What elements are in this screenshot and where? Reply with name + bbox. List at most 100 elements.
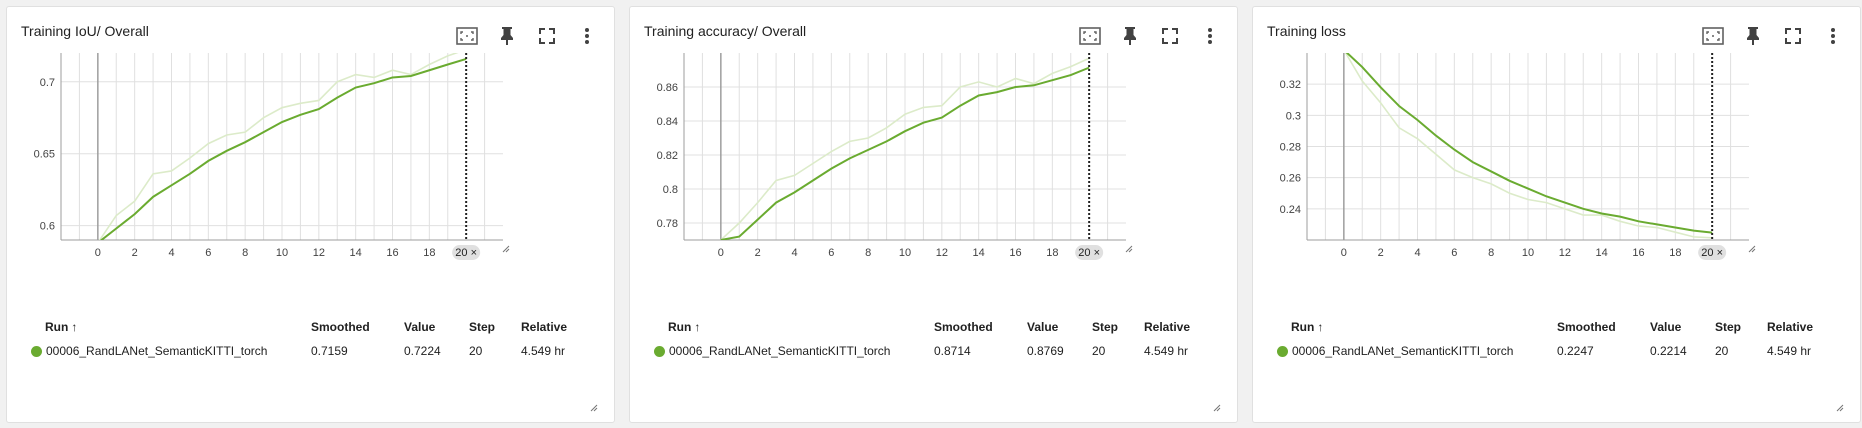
x-tick-label: 8 — [865, 247, 871, 259]
x-tick-label: 0 — [95, 247, 101, 259]
run-smoothed: 0.8714 — [934, 344, 971, 358]
pin-button[interactable] — [1736, 19, 1770, 53]
cursor-badge-bg — [1698, 245, 1727, 260]
run-color-dot — [1277, 346, 1288, 357]
fit-domain-button[interactable] — [450, 19, 484, 53]
x-tick-label: 4 — [168, 247, 174, 259]
more-options-button[interactable] — [1816, 19, 1850, 53]
step-cursor-badge: 20 × — [1075, 245, 1104, 260]
x-tick-label: 8 — [242, 247, 248, 259]
x-tick-label: 4 — [1414, 247, 1420, 259]
panel-iou: Training IoU/ Overall 0 2 4 6 8 10 12 14 16 18 0.6… — [6, 6, 615, 423]
y-tick-label: 0.24 — [1280, 204, 1301, 216]
header-run[interactable]: Run ↑ — [668, 320, 701, 334]
x-tick-label: 8 — [1488, 247, 1494, 259]
cursor-badge-label: 20 × — [1078, 247, 1100, 259]
line-chart[interactable]: 0 2 4 6 8 10 12 14 16 18 0.78 0.8 0.82 0.84 0.86 20 × — [630, 53, 1239, 313]
y-tick-label: 0.26 — [1280, 173, 1301, 185]
header-relative[interactable]: Relative — [1767, 320, 1814, 334]
header-value[interactable]: Value — [1027, 320, 1059, 334]
run-color-dot — [654, 346, 665, 357]
fullscreen-icon — [1785, 28, 1801, 44]
x-tick-label: 12 — [936, 247, 948, 259]
line-chart[interactable]: 0 2 4 6 8 10 12 14 16 18 0.24 0.26 0.28 0.3 0.32 20 × — [1253, 53, 1862, 313]
header-step[interactable]: Step — [1092, 320, 1119, 334]
x-tick-label: 10 — [276, 247, 288, 259]
run-name: 00006_RandLANet_SemanticKITTI_torch — [669, 344, 891, 358]
header-step[interactable]: Step — [1715, 320, 1742, 334]
more-options-button[interactable] — [570, 19, 604, 53]
smoothed-series-line — [720, 66, 1090, 240]
y-tick-label: 0.86 — [657, 82, 678, 94]
panel-title: Training loss — [1267, 23, 1346, 39]
x-tick-label: 12 — [1559, 247, 1571, 259]
run-name: 00006_RandLANet_SemanticKITTI_torch — [46, 344, 268, 358]
header-run[interactable]: Run ↑ — [1291, 320, 1324, 334]
panel-toolbar — [1073, 19, 1227, 53]
x-tick-label: 0 — [1341, 247, 1347, 259]
raw-series-line — [1344, 53, 1713, 239]
fullscreen-button[interactable] — [1776, 19, 1810, 53]
fullscreen-button[interactable] — [1153, 19, 1187, 53]
y-tick-label: 0.84 — [657, 116, 678, 128]
pin-icon — [1124, 27, 1136, 45]
line-chart[interactable]: 0 2 4 6 8 10 12 14 16 18 0.6 0.65 0.7 20 × — [7, 53, 616, 313]
header-relative[interactable]: Relative — [521, 320, 568, 334]
header-relative[interactable]: Relative — [1144, 320, 1191, 334]
x-tick-label: 18 — [1669, 247, 1681, 259]
resize-handle-icon[interactable] — [1834, 402, 1844, 412]
step-cursor-badge: 20 × — [452, 245, 481, 260]
more-vert-icon — [1831, 28, 1835, 44]
pin-icon — [501, 27, 513, 45]
raw-series-line — [98, 53, 459, 240]
x-tick-label: 18 — [423, 247, 435, 259]
header-value[interactable]: Value — [1650, 320, 1682, 334]
x-tick-label: 6 — [205, 247, 211, 259]
header-smoothed[interactable]: Smoothed — [311, 320, 370, 334]
run-relative: 4.549 hr — [1767, 344, 1812, 358]
panel-accuracy: Training accuracy/ Overall 0 2 4 6 8 10 12 14 16… — [629, 6, 1238, 423]
pin-button[interactable] — [490, 19, 524, 53]
x-tick-label: 16 — [386, 247, 398, 259]
x-tick-label: 0 — [718, 247, 724, 259]
header-run[interactable]: Run ↑ — [45, 320, 78, 334]
raw-series-line — [720, 57, 1090, 240]
smoothed-series-line — [99, 57, 467, 240]
run-name: 00006_RandLANet_SemanticKITTI_torch — [1292, 344, 1514, 358]
fullscreen-button[interactable] — [530, 19, 564, 53]
fullscreen-icon — [1162, 28, 1178, 44]
cursor-badge-label: 20 × — [455, 247, 477, 259]
x-tick-label: 16 — [1632, 247, 1644, 259]
sort-arrow-icon: ↑ — [71, 320, 78, 334]
fullscreen-icon — [539, 28, 555, 44]
run-relative: 4.549 hr — [521, 344, 566, 358]
panel-title: Training accuracy/ Overall — [644, 23, 807, 39]
sort-arrow-icon: ↑ — [694, 320, 701, 334]
smoothed-series-line — [1345, 53, 1713, 234]
y-tick-label: 0.28 — [1280, 142, 1301, 154]
header-smoothed[interactable]: Smoothed — [1557, 320, 1616, 334]
run-step: 20 — [1715, 344, 1729, 358]
header-value[interactable]: Value — [404, 320, 436, 334]
resize-handle-icon[interactable] — [588, 402, 598, 412]
more-options-button[interactable] — [1193, 19, 1227, 53]
x-tick-label: 2 — [755, 247, 761, 259]
run-value: 0.2214 — [1650, 344, 1687, 358]
x-tick-label: 6 — [828, 247, 834, 259]
y-tick-label: 0.82 — [657, 150, 678, 162]
cursor-badge-bg — [1075, 245, 1104, 260]
y-tick-label: 0.6 — [40, 221, 55, 233]
fit-domain-button[interactable] — [1073, 19, 1107, 53]
y-tick-label: 0.65 — [34, 149, 55, 161]
pin-button[interactable] — [1113, 19, 1147, 53]
cursor-badge-bg — [452, 245, 481, 260]
x-tick-label: 6 — [1451, 247, 1457, 259]
fit-domain-button[interactable] — [1696, 19, 1730, 53]
header-smoothed[interactable]: Smoothed — [934, 320, 993, 334]
panel-title: Training IoU/ Overall — [21, 23, 149, 39]
resize-handle-icon[interactable] — [1211, 402, 1221, 412]
x-tick-label: 14 — [350, 247, 362, 259]
run-step: 20 — [1092, 344, 1106, 358]
more-vert-icon — [585, 28, 589, 44]
header-step[interactable]: Step — [469, 320, 496, 334]
